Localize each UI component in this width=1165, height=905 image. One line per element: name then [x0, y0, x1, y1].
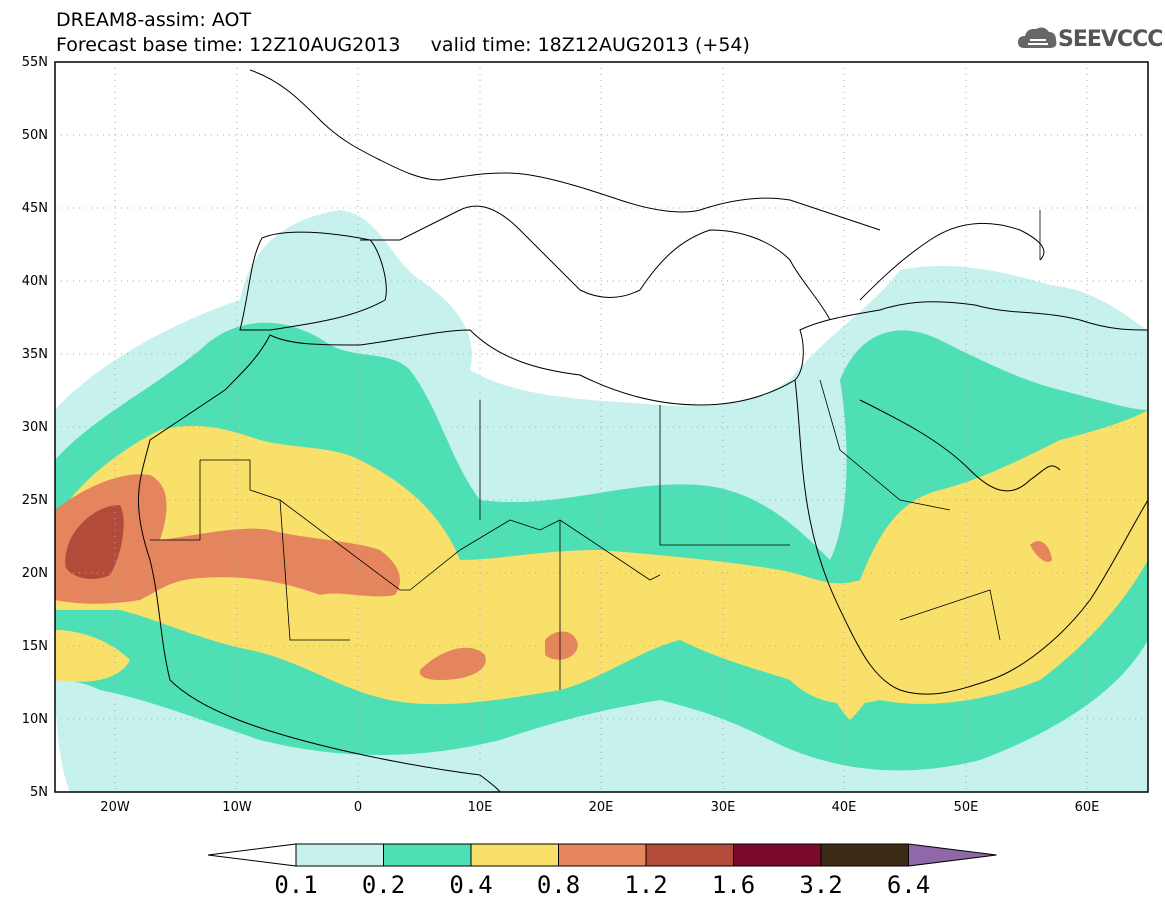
aot-band-0.8b	[419, 647, 486, 680]
colorbar-level-label: 6.4	[886, 871, 931, 899]
aot-band-1.2	[65, 505, 124, 580]
lon-label-10E: 10E	[467, 800, 493, 815]
lat-label-45N: 45N	[21, 201, 48, 216]
aot-band-0.8	[55, 474, 400, 604]
lat-label-35N: 35N	[21, 347, 48, 362]
aot-band-0.4b	[55, 630, 130, 682]
lat-label-20N: 20N	[21, 566, 48, 581]
colorbar-level-label: 1.2	[624, 871, 668, 899]
lon-label-50E: 50E	[953, 800, 979, 815]
colorbar-level-label: 0.1	[274, 871, 318, 899]
colorbar-level-label: 0.4	[449, 871, 493, 899]
lon-label-40E: 40E	[831, 800, 857, 815]
lon-label-60E: 60E	[1074, 800, 1100, 815]
colorbar-level-label: 0.8	[536, 871, 581, 899]
lon-label-20W: 20W	[100, 800, 130, 815]
aot-band-0.4c	[819, 606, 883, 720]
lon-label-20E: 20E	[588, 800, 614, 815]
coastlines	[137, 69, 1148, 792]
colorbar-level-label: 1.6	[711, 871, 756, 899]
colorbar-level-label: 3.2	[799, 871, 843, 899]
forecast-times: Forecast base time: 12Z10AUG2013 valid t…	[56, 34, 750, 56]
lat-label-55N: 55N	[21, 55, 48, 70]
lon-label-30E: 30E	[710, 800, 736, 815]
lat-label-40N: 40N	[21, 274, 48, 289]
chart-title: DREAM8-assim: AOT	[56, 9, 252, 31]
aot-band-0.8c	[545, 631, 578, 660]
logo-text: SEEVCCC	[1058, 27, 1163, 52]
lat-label-25N: 25N	[21, 493, 48, 508]
lat-label-5N: 5N	[30, 785, 48, 800]
lat-label-50N: 50N	[21, 128, 48, 143]
lon-label-0: 0	[353, 800, 363, 815]
lat-lon-grid	[55, 62, 1148, 792]
lat-label-30N: 30N	[21, 420, 48, 435]
lat-label-15N: 15N	[21, 639, 48, 654]
country-borders	[150, 210, 1041, 690]
lat-label-10N: 10N	[21, 712, 48, 727]
aot-band-0.8d	[1030, 540, 1052, 562]
cloud-icon	[1018, 27, 1057, 48]
lon-label-10W: 10W	[222, 800, 252, 815]
colorbar-level-label: 0.2	[361, 871, 406, 899]
